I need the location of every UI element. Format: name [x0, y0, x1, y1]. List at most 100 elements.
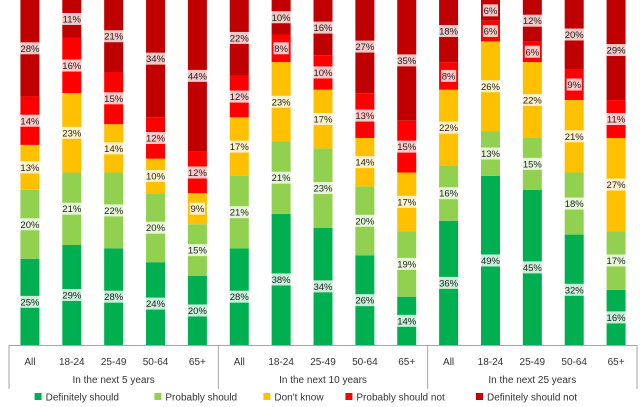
data-label-definitely-should-not-7: 10% [272, 13, 292, 24]
data-label-bg [605, 178, 627, 191]
x-tick-label: 65+ [608, 357, 625, 368]
data-label-probably-should-not-6: 12% [230, 92, 250, 103]
x-tick-label: 18-24 [59, 357, 85, 368]
data-label-bg [145, 297, 166, 310]
data-label-bg [521, 14, 543, 27]
data-label-bg [438, 276, 459, 289]
data-label-bg [312, 182, 334, 195]
data-label-bg [145, 221, 166, 234]
data-label-probably-should-not-3: 15% [104, 94, 124, 105]
x-tick-label: 65+ [189, 357, 206, 368]
data-label-definitely-should-6: 28% [230, 292, 250, 303]
legend: Definitely should Probably should Don't kn… [34, 393, 577, 404]
data-label-probably-should-not-14: 9% [567, 80, 581, 91]
data-label-don-t-know-14: 21% [565, 132, 585, 143]
x-tick-label: 65+ [398, 357, 415, 368]
x-tick-label: 50-64 [561, 357, 587, 368]
data-label-probably-should-9: 20% [355, 216, 375, 227]
data-label-bg [521, 261, 543, 274]
data-label-definitely-should-not-13: 12% [523, 16, 543, 27]
x-tick-label: All [24, 357, 35, 368]
data-label-bg [605, 113, 627, 126]
data-label-probably-should-not-5: 12% [188, 168, 208, 179]
data-label-bg [61, 12, 83, 25]
data-label-probably-should-1: 20% [20, 220, 40, 231]
data-label-probably-should-10: 19% [397, 259, 417, 270]
data-label-bg [438, 25, 459, 38]
data-label-definitely-should-not-10: 35% [397, 56, 417, 67]
data-label-probably-should-not-13: 6% [525, 47, 539, 58]
data-label-bg [312, 66, 334, 79]
data-label-definitely-should-not-11: 18% [439, 27, 459, 38]
data-label-probably-should-not-15: 11% [607, 115, 626, 126]
data-label-don-t-know-15: 27% [607, 180, 627, 191]
data-label-bg [270, 171, 292, 184]
data-label-definitely-should-not-14: 20% [565, 30, 585, 41]
data-label-bg [228, 140, 250, 153]
data-label-bg [228, 290, 250, 303]
legend-swatch-probably-should-not [345, 393, 353, 400]
data-label-bg [145, 132, 166, 144]
data-label-probably-should-7: 21% [272, 173, 292, 184]
legend-label-probably-should: Probably should [165, 393, 237, 404]
data-label-bg [103, 92, 125, 105]
data-label-bg [19, 114, 41, 127]
x-tick-label: 18-24 [268, 357, 294, 368]
data-label-bg [312, 113, 334, 126]
data-label-bg [480, 80, 501, 93]
legend-label-definitely-should: Definitely should [46, 393, 119, 404]
data-label-don-t-know-1: 13% [20, 163, 40, 174]
data-label-probably-should-13: 15% [523, 159, 543, 170]
data-label-probably-should-8: 23% [313, 184, 333, 195]
data-label-probably-should-4: 20% [146, 223, 166, 234]
data-label-bg [396, 195, 418, 208]
data-label-bg [187, 244, 208, 257]
data-label-bg [605, 44, 627, 57]
data-label-bg [354, 109, 376, 122]
data-label-bg [438, 187, 459, 200]
data-label-probably-should-not-1: 14% [20, 116, 40, 127]
x-tick-label: 25-49 [520, 357, 546, 368]
data-label-bg [187, 69, 208, 82]
data-label-bg [228, 31, 250, 44]
data-label-don-t-know-4: 10% [146, 171, 166, 182]
data-label-probably-should-14: 18% [565, 199, 585, 210]
data-label-bg [103, 142, 125, 155]
data-label-definitely-should-not-12: 6% [484, 6, 498, 17]
data-label-probably-should-3: 22% [104, 206, 124, 217]
data-label-probably-should-not-12: 6% [484, 27, 498, 38]
data-label-definitely-should-15: 16% [607, 313, 627, 324]
data-label-don-t-know-9: 14% [355, 158, 375, 169]
data-label-don-t-know-2: 23% [62, 128, 82, 139]
data-label-bg [354, 214, 376, 227]
data-label-bg [396, 140, 418, 153]
data-label-bg [354, 294, 376, 307]
data-label-definitely-should-4: 24% [146, 299, 166, 310]
data-label-bg [566, 78, 582, 91]
data-label-probably-should-not-7: 8% [274, 44, 288, 55]
data-label-bg [438, 121, 459, 134]
data-label-bg [563, 130, 585, 143]
data-label-probably-should-not-11: 8% [442, 71, 456, 82]
x-tick-label: All [234, 357, 245, 368]
x-tick-label: 25-49 [310, 357, 336, 368]
data-label-probably-should-15: 17% [607, 256, 627, 267]
data-label-don-t-know-3: 14% [104, 144, 124, 155]
data-label-probably-should-5: 15% [188, 246, 208, 257]
data-label-bg [482, 25, 499, 38]
data-label-definitely-should-not-9: 27% [355, 42, 375, 53]
data-label-definitely-should-14: 32% [565, 285, 585, 296]
data-labels: 25% 20% 13% 14% 28% 29% 21% 23% 16% 11% 28% 22% 14% 1… [19, 4, 627, 327]
data-label-bg [103, 204, 125, 217]
data-label-bg [273, 42, 289, 55]
legend-label-definitely-should-not: Definitely should not [487, 393, 577, 404]
data-label-don-t-know-8: 17% [313, 115, 333, 126]
data-label-bg [482, 4, 499, 17]
data-label-definitely-should-5: 20% [188, 306, 208, 317]
data-label-definitely-should-9: 26% [355, 296, 375, 307]
data-label-bg [563, 283, 585, 296]
data-label-bg [354, 156, 376, 169]
data-label-definitely-should-not-6: 22% [230, 33, 250, 44]
data-label-probably-should-not-8: 10% [313, 68, 333, 79]
data-label-don-t-know-6: 17% [230, 142, 250, 153]
